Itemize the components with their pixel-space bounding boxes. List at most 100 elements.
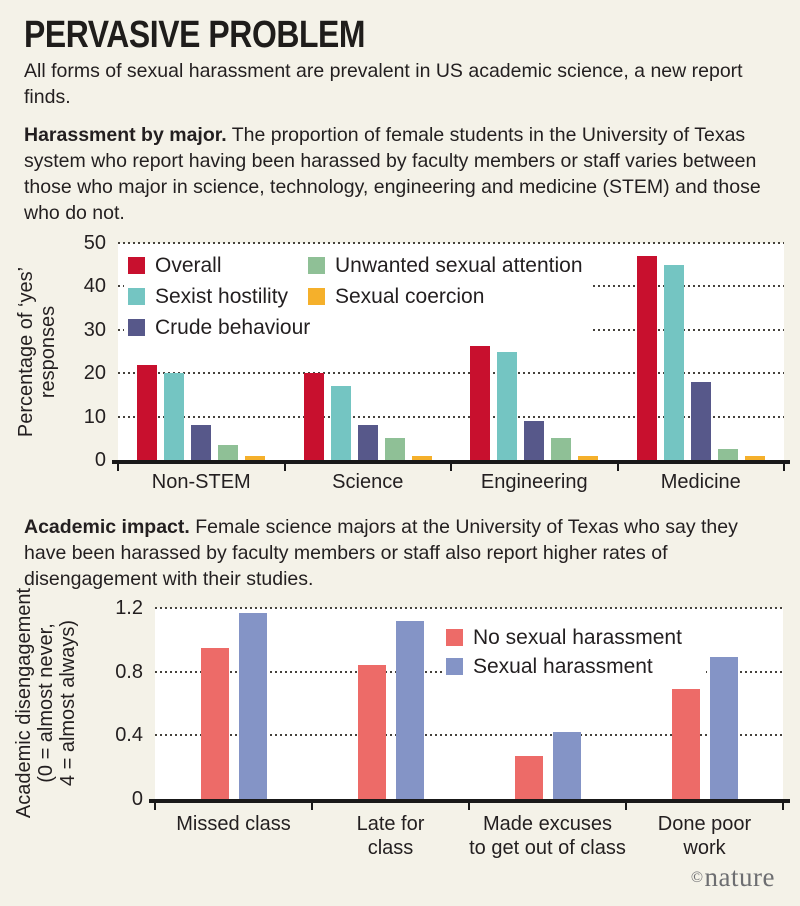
- x-category-label: Engineering: [480, 471, 588, 493]
- bar-sexual-harassment-done-poor-work: [709, 657, 738, 799]
- legend-swatch-icon: [308, 288, 325, 305]
- y-tick-label: 0.8: [115, 660, 143, 683]
- legend-label: Overall: [155, 253, 222, 277]
- x-category-label: Made excuses to get out of class: [469, 813, 626, 859]
- legend-item-overall: Overall: [128, 250, 308, 281]
- y-tick-label: 40: [83, 275, 106, 298]
- x-axis-tick: [783, 464, 785, 471]
- y-axis-title: Academic disengagement (0 = almost never,…: [13, 587, 79, 819]
- legend-swatch-icon: [128, 319, 145, 336]
- chart-legend: No sexual harassment Sexual harassment: [442, 620, 706, 684]
- x-category-label: Done poor work: [657, 813, 752, 859]
- legend-item-crude-behaviour: Crude behaviour: [128, 312, 311, 343]
- section-lead: Harassment by major.: [24, 124, 227, 146]
- intro-text: All forms of sexual harassment are preva…: [24, 60, 743, 108]
- legend-label: Sexual coercion: [335, 284, 485, 308]
- x-axis-tick: [625, 803, 627, 810]
- bar-sexual-harassment-made-excuses-to-get-out-of-class: [552, 732, 581, 799]
- bar-overall-science: [303, 373, 324, 460]
- bar-sexual-coercion-engineering: [578, 455, 599, 460]
- section-academic-impact: Academic impact. Female science majors a…: [24, 514, 782, 592]
- gridline: [118, 415, 784, 418]
- bar-crude-behaviour-medicine: [690, 381, 711, 460]
- x-axis-tick: [311, 803, 313, 810]
- x-axis-tick: [117, 464, 119, 471]
- legend-item-sexual-coercion: Sexual coercion: [308, 281, 583, 312]
- y-tick-label: 0: [94, 449, 106, 471]
- chart-legend: Overall Sexist hostility Crude behaviour Un…: [124, 247, 593, 346]
- legend-swatch-icon: [128, 257, 145, 274]
- bar-crude-behaviour-non-stem: [191, 425, 212, 460]
- x-axis-tick: [450, 464, 452, 471]
- bar-no-sexual-harassment-late-for-class: [357, 665, 386, 799]
- bar-sexual-coercion-non-stem: [245, 455, 266, 460]
- y-tick-label: 20: [83, 362, 106, 385]
- x-axis-tick: [283, 464, 286, 471]
- x-axis-tick: [154, 803, 156, 810]
- y-tick-label: 0.4: [115, 724, 143, 747]
- bar-unwanted-sexual-attention-engineering: [551, 438, 572, 460]
- bar-sexist-hostility-science: [330, 386, 351, 460]
- bar-sexist-hostility-non-stem: [164, 373, 185, 460]
- x-category-label: Missed class: [176, 813, 291, 835]
- x-category-label: Late for class: [356, 813, 425, 859]
- page-header: PERVASIVE PROBLEM: [24, 14, 430, 57]
- legend-item-no-sexual-harassment: No sexual harassment: [446, 623, 696, 652]
- bar-crude-behaviour-engineering: [524, 420, 545, 460]
- legend-item-sexual-harassment: Sexual harassment: [446, 652, 696, 681]
- legend-label: Crude behaviour: [155, 315, 311, 339]
- legend-label: Sexist hostility: [155, 284, 289, 308]
- legend-swatch-icon: [128, 288, 145, 305]
- bar-sexual-coercion-medicine: [744, 455, 765, 460]
- x-category-label: Non-STEM: [151, 471, 251, 493]
- nature-logo: ©nature: [691, 862, 775, 893]
- bar-sexual-coercion-science: [411, 455, 432, 460]
- bar-no-sexual-harassment-made-excuses-to-get-out-of-class: [514, 756, 543, 799]
- nature-logo-text: nature: [704, 862, 775, 892]
- legend-swatch-icon: [446, 629, 463, 646]
- bar-crude-behaviour-science: [357, 425, 378, 460]
- gridline: [155, 607, 783, 609]
- section-body: Female science majors at the University …: [24, 516, 738, 590]
- legend-label: Unwanted sexual attention: [335, 253, 583, 277]
- bar-sexual-harassment-late-for-class: [395, 620, 424, 799]
- section-harassment-by-major: Harassment by major. The proportion of f…: [24, 122, 782, 226]
- bar-unwanted-sexual-attention-medicine: [717, 449, 738, 460]
- x-axis-line: [112, 460, 790, 464]
- bar-overall-non-stem: [137, 364, 158, 460]
- bar-overall-medicine: [636, 256, 657, 460]
- y-axis-title: Percentage of ‘yes’ responses: [15, 266, 59, 438]
- bar-sexual-harassment-missed-class: [238, 612, 267, 799]
- legend-label: Sexual harassment: [473, 654, 653, 678]
- y-tick-label: 10: [83, 405, 106, 428]
- gridline: [118, 372, 784, 375]
- bar-unwanted-sexual-attention-non-stem: [218, 444, 239, 460]
- legend-swatch-icon: [308, 257, 325, 274]
- bar-overall-engineering: [470, 342, 491, 460]
- x-axis-line: [149, 799, 790, 803]
- bar-no-sexual-harassment-missed-class: [200, 647, 229, 799]
- y-tick-label: 1.2: [115, 597, 143, 619]
- y-tick-label: 0: [131, 788, 143, 810]
- legend-label: No sexual harassment: [473, 625, 682, 649]
- x-category-label: Medicine: [660, 471, 741, 493]
- page-title: PERVASIVE PROBLEM: [24, 14, 366, 56]
- y-tick-label: 50: [83, 232, 106, 254]
- x-axis-tick: [616, 464, 619, 471]
- y-tick-label: 30: [83, 318, 106, 341]
- copyright-icon: ©: [690, 869, 704, 886]
- x-axis-tick: [468, 803, 470, 810]
- legend-item-unwanted-sexual-attention: Unwanted sexual attention: [308, 250, 583, 281]
- legend-item-sexist-hostility: Sexist hostility: [128, 281, 308, 312]
- section-lead: Academic impact.: [24, 516, 190, 538]
- bar-unwanted-sexual-attention-science: [384, 438, 405, 460]
- x-axis-tick: [782, 803, 784, 810]
- x-category-label: Science: [332, 471, 404, 493]
- bar-sexist-hostility-engineering: [497, 351, 518, 460]
- bar-sexist-hostility-medicine: [663, 264, 684, 460]
- bar-no-sexual-harassment-done-poor-work: [671, 689, 700, 799]
- section-body: The proportion of female students in the…: [24, 124, 761, 224]
- gridline: [155, 734, 783, 737]
- gridline: [118, 242, 784, 244]
